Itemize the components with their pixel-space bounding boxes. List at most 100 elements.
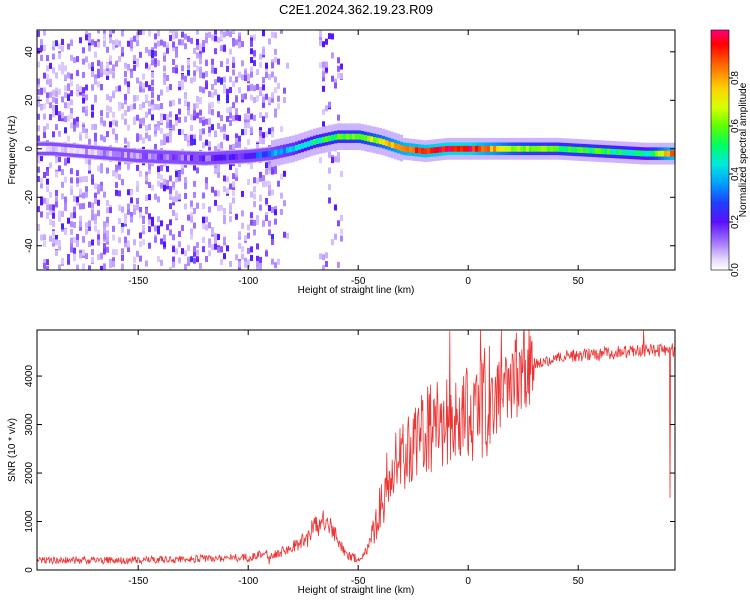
spectrogram-cell bbox=[115, 60, 118, 67]
spectrogram-cell bbox=[40, 39, 43, 46]
spectrogram-cell bbox=[190, 233, 193, 240]
spectrogram-cell bbox=[139, 81, 142, 88]
spectrogram-cell bbox=[217, 76, 220, 83]
spectrogram-cell bbox=[178, 84, 181, 91]
spectrogram-cell bbox=[319, 62, 322, 69]
spectrogram-cell bbox=[517, 145, 520, 152]
spectrogram-cell bbox=[178, 175, 181, 182]
spectrogram-cell bbox=[238, 32, 241, 39]
spectrogram-cell bbox=[136, 185, 139, 192]
spectrogram-cell bbox=[106, 111, 109, 118]
spectrogram-cell bbox=[229, 48, 232, 55]
spectrogram-cell bbox=[250, 191, 253, 198]
spectrogram-cell bbox=[295, 144, 298, 151]
spectrogram-cell bbox=[268, 160, 271, 167]
spectrogram-cell bbox=[217, 36, 220, 43]
spectrogram-cell bbox=[97, 239, 100, 246]
spectrogram-cell bbox=[199, 109, 202, 116]
spectrogram-cell bbox=[70, 237, 73, 244]
spectrogram-cell bbox=[112, 65, 115, 72]
spectrogram-cell bbox=[250, 48, 253, 55]
spectrogram-cell bbox=[127, 240, 130, 247]
spectrogram-cell bbox=[502, 145, 505, 152]
spectrogram-cell bbox=[322, 85, 325, 92]
spectrogram-cell bbox=[82, 58, 85, 65]
spectrogram-cell bbox=[328, 184, 331, 191]
y-tick-label: 0 bbox=[24, 567, 35, 573]
spectrogram-cell bbox=[142, 239, 145, 246]
spectrogram-cell bbox=[196, 52, 199, 59]
spectrogram-cell bbox=[88, 63, 91, 70]
spectrogram-cell bbox=[145, 208, 148, 215]
spectrogram-cell bbox=[52, 53, 55, 60]
spectrogram-cell bbox=[100, 265, 103, 270]
spectrogram-cell bbox=[46, 259, 49, 266]
spectrogram-cell bbox=[265, 197, 268, 204]
spectrogram-cell bbox=[346, 133, 349, 140]
spectrogram-cell bbox=[217, 143, 220, 150]
spectrogram-cell bbox=[232, 197, 235, 204]
spectrogram-cell bbox=[97, 165, 100, 172]
spectrogram-cell bbox=[88, 36, 91, 43]
spectrogram-cell bbox=[163, 185, 166, 192]
spectrogram-cell bbox=[46, 198, 49, 205]
spectrogram-cell bbox=[109, 37, 112, 44]
spectrogram-cell bbox=[598, 148, 601, 154]
spectrogram-cell bbox=[328, 197, 331, 204]
spectrogram-cell bbox=[115, 164, 118, 171]
spectrogram-cell bbox=[124, 151, 127, 158]
spectrogram-cell bbox=[244, 257, 247, 264]
spectrogram-cell bbox=[103, 68, 106, 75]
y-tick-label: 0 bbox=[24, 146, 35, 152]
spectrogram-cell bbox=[178, 39, 181, 46]
spectrogram-cell bbox=[76, 84, 79, 91]
colorbar-tick-label: 0.4 bbox=[730, 167, 741, 181]
spectrogram-cell bbox=[205, 60, 208, 67]
spectrogram-cell bbox=[82, 192, 85, 199]
spectrogram-cell bbox=[82, 97, 85, 104]
spectrogram-cell bbox=[151, 49, 154, 56]
spectrogram-cell bbox=[55, 91, 58, 98]
spectrogram-cell bbox=[199, 72, 202, 79]
spectrogram-cell bbox=[118, 151, 121, 158]
spectrogram-cell bbox=[94, 78, 97, 85]
spectrogram-cell bbox=[322, 136, 325, 143]
spectrogram-cell bbox=[46, 65, 49, 72]
spectrogram-cell bbox=[541, 145, 544, 152]
spectrogram-cell bbox=[343, 133, 346, 140]
spectrogram-cell bbox=[625, 149, 628, 156]
spectrogram-cell bbox=[205, 177, 208, 184]
spectrogram-cell bbox=[157, 256, 160, 263]
spectrogram-cell bbox=[37, 206, 40, 213]
spectrogram-cell bbox=[220, 45, 223, 52]
spectrogram-cell bbox=[91, 256, 94, 263]
spectrogram-cell bbox=[376, 137, 379, 144]
spectrogram-cell bbox=[40, 54, 43, 61]
spectrogram-cell bbox=[133, 35, 136, 42]
spectrogram-cell bbox=[151, 99, 154, 106]
spectrogram-cell bbox=[226, 65, 229, 72]
x-tick-label: -100 bbox=[238, 276, 258, 287]
colorbar-tick-label: 0.8 bbox=[730, 71, 741, 85]
spectrogram-cell bbox=[274, 32, 277, 39]
spectrogram-cell bbox=[238, 265, 241, 270]
spectrogram-cell bbox=[160, 89, 163, 96]
spectrogram-cell bbox=[202, 87, 205, 94]
spectrogram-cell bbox=[211, 83, 214, 90]
spectrogram-cell bbox=[145, 81, 148, 88]
spectrogram-cell bbox=[160, 113, 163, 120]
spectrogram-cell bbox=[61, 45, 64, 52]
spectrogram-cell bbox=[424, 148, 427, 155]
spectrogram-cell bbox=[448, 145, 451, 152]
spectrogram-cell bbox=[97, 210, 100, 217]
spectrogram-cell bbox=[556, 145, 559, 152]
spectrogram-panel: -150 -100 -50 0 50 -40 -20 0 20 40 Height of str… bbox=[7, 29, 676, 296]
spectrogram-cell bbox=[214, 199, 217, 206]
spectrogram-cell bbox=[337, 261, 340, 268]
spectrogram-cell bbox=[172, 58, 175, 65]
spectrogram-cell bbox=[136, 204, 139, 211]
spectrogram-cell bbox=[256, 83, 259, 90]
spectrogram-cell bbox=[166, 86, 169, 93]
spectrogram-cell bbox=[46, 169, 49, 176]
spectrogram-cell bbox=[421, 147, 424, 154]
